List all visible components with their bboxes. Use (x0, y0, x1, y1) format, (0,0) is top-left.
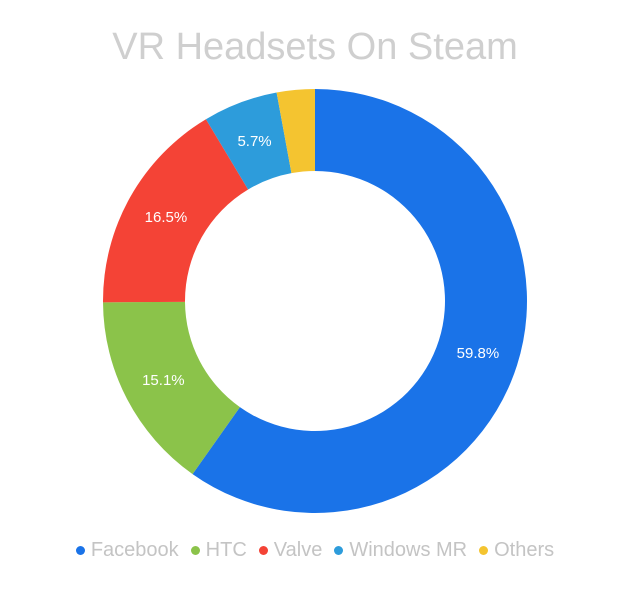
legend: Facebook HTC Valve Windows MR Others (0, 536, 630, 564)
slice-label-facebook: 59.8% (457, 345, 500, 362)
legend-label: Valve (273, 538, 323, 561)
slice-labels: 59.8% 15.1% 16.5% 5.7% (142, 133, 499, 389)
legend-dot-icon (258, 545, 268, 555)
slice-htc (103, 301, 240, 475)
legend-item-others: Others (479, 539, 554, 562)
legend-label: Windows MR (349, 538, 468, 561)
slice-label-windows-mr: 5.7% (237, 133, 271, 150)
legend-dot-icon (190, 545, 200, 555)
legend-item-windows-mr: Windows MR (334, 539, 467, 562)
donut-slices (102, 89, 527, 513)
slice-label-valve: 16.5% (145, 209, 188, 226)
legend-item-valve: Valve (258, 538, 323, 562)
slice-others (276, 89, 315, 174)
legend-dot-icon (75, 545, 85, 555)
donut-chart: 59.8% 15.1% 16.5% 5.7% (102, 89, 527, 513)
legend-item-htc: HTC (190, 538, 247, 562)
slice-valve (102, 119, 249, 303)
chart-title: VR Headsets On Steam (112, 26, 518, 68)
slice-windows-mr (205, 92, 292, 190)
slice-facebook (192, 89, 527, 513)
legend-dot-icon (334, 545, 344, 555)
legend-item-facebook: Facebook (75, 538, 179, 562)
legend-dot-icon (479, 545, 489, 555)
legend-label: Facebook (90, 538, 179, 561)
legend-label: HTC (205, 538, 247, 561)
slice-label-htc: 15.1% (142, 372, 185, 389)
legend-label: Others (494, 538, 555, 561)
